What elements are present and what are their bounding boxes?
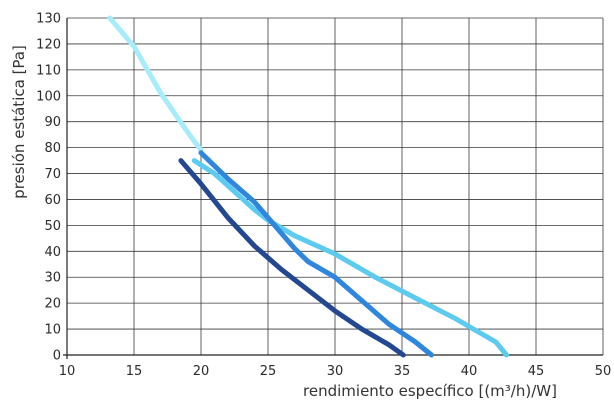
x-tick-label: 35 — [394, 364, 411, 379]
x-tick-labels: 10 15 20 25 30 35 40 45 50 — [59, 364, 612, 379]
x-tick-label: 15 — [126, 364, 143, 379]
x-tick-label: 40 — [461, 364, 478, 379]
y-tick-label: 60 — [44, 193, 61, 208]
x-tick-label: 45 — [528, 364, 545, 379]
y-axis-label: presión estática [Pa] — [10, 45, 28, 199]
y-tick-label: 120 — [36, 37, 61, 52]
y-tick-label: 0 — [53, 349, 61, 364]
y-tick-labels: 0 10 20 30 40 50 60 70 80 90 100 110 120 130 — [36, 12, 61, 364]
x-tick-label: 10 — [59, 364, 76, 379]
y-tick-label: 40 — [44, 245, 61, 260]
x-tick-label: 30 — [327, 364, 344, 379]
y-tick-label: 70 — [44, 167, 61, 182]
series-line-1 — [107, 15, 204, 153]
series-line-2 — [191, 158, 509, 358]
y-tick-label: 90 — [44, 115, 61, 130]
y-tick-label: 80 — [44, 141, 61, 156]
y-tick-label: 20 — [44, 297, 61, 312]
y-tick-label: 110 — [36, 63, 61, 78]
x-tick-label: 25 — [260, 364, 277, 379]
y-tick-label: 130 — [36, 12, 61, 27]
series-lines — [107, 15, 509, 358]
y-tick-label: 50 — [44, 219, 61, 234]
y-tick-label: 30 — [44, 271, 61, 286]
series-line-4 — [178, 158, 406, 358]
x-tick-label: 20 — [193, 364, 210, 379]
y-tick-label: 100 — [36, 89, 61, 104]
series-line-3 — [198, 150, 434, 358]
x-axis-label: rendimiento específico [(m³/h)/W] — [303, 382, 557, 400]
x-tick-label: 50 — [595, 364, 612, 379]
axes — [63, 18, 603, 359]
y-tick-label: 10 — [44, 323, 61, 338]
